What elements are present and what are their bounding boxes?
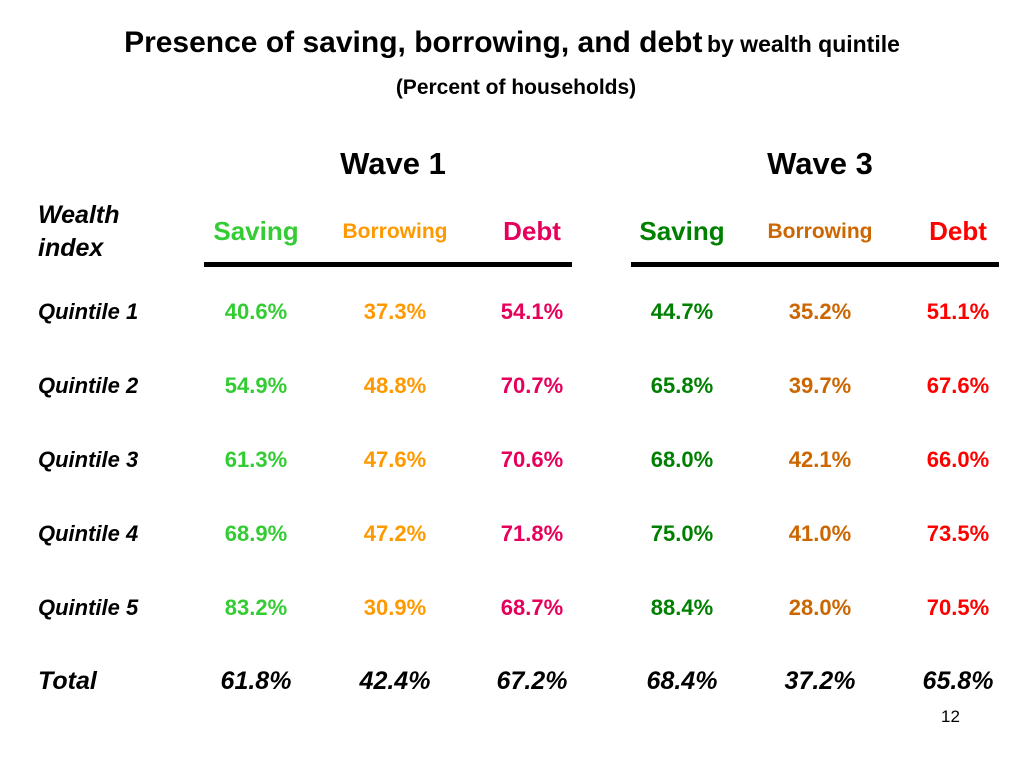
cell-q4-w1-borrowing: 47.2% xyxy=(363,521,427,546)
col-header-w1-debt: Debt xyxy=(503,216,561,246)
row-label-quintile-3: Quintile 3 xyxy=(38,447,139,472)
row-label-quintile-2: Quintile 2 xyxy=(38,373,139,398)
row-header: Wealth index xyxy=(38,199,120,265)
slide-subtitle: (Percent of households) xyxy=(395,76,637,99)
cell-q1-w3-borrowing: 35.2% xyxy=(788,299,852,324)
cell-q3-w3-borrowing: 42.1% xyxy=(788,447,852,472)
col-header-w3-saving: Saving xyxy=(639,216,725,246)
cell-q2-w3-saving: 65.8% xyxy=(650,373,714,398)
cell-q4-w1-debt: 71.8% xyxy=(500,521,564,546)
row-label-quintile-4: Quintile 4 xyxy=(38,521,139,546)
cell-q3-w1-saving: 61.3% xyxy=(224,447,288,472)
wave-1-rule xyxy=(204,262,572,267)
cell-q4-w3-debt: 73.5% xyxy=(926,521,990,546)
cell-q1-w1-debt: 54.1% xyxy=(500,299,564,324)
cell-q2-w3-debt: 67.6% xyxy=(926,373,990,398)
cell-total-w3-borrowing: 37.2% xyxy=(784,667,856,695)
cell-q4-w1-saving: 68.9% xyxy=(224,521,288,546)
cell-total-w1-debt: 67.2% xyxy=(496,667,568,695)
cell-q5-w3-borrowing: 28.0% xyxy=(788,595,852,620)
cell-q1-w1-borrowing: 37.3% xyxy=(363,299,427,324)
wave-3-rule xyxy=(631,262,999,267)
cell-total-w3-saving: 68.4% xyxy=(646,667,718,695)
cell-q1-w3-debt: 51.1% xyxy=(926,299,990,324)
row-label-quintile-1: Quintile 1 xyxy=(38,299,139,324)
cell-q3-w1-debt: 70.6% xyxy=(500,447,564,472)
wave-3-header: Wave 3 xyxy=(767,146,873,181)
cell-q1-w1-saving: 40.6% xyxy=(224,299,288,324)
cell-q5-w1-debt: 68.7% xyxy=(500,595,564,620)
col-header-w3-borrowing: Borrowing xyxy=(767,220,873,243)
row-label-quintile-5: Quintile 5 xyxy=(38,595,139,620)
title-main: Presence of saving, borrowing, and debt xyxy=(124,26,703,59)
slide-title: Presence of saving, borrowing, and debt … xyxy=(0,26,1024,60)
cell-q4-w3-saving: 75.0% xyxy=(650,521,714,546)
title-suffix: by wealth quintile xyxy=(706,31,900,57)
cell-q2-w1-saving: 54.9% xyxy=(224,373,288,398)
col-header-w1-borrowing: Borrowing xyxy=(342,220,448,243)
cell-q4-w3-borrowing: 41.0% xyxy=(788,521,852,546)
cell-q3-w3-saving: 68.0% xyxy=(650,447,714,472)
col-header-w3-debt: Debt xyxy=(929,216,987,246)
row-label-total: Total xyxy=(38,667,97,695)
cell-q2-w1-borrowing: 48.8% xyxy=(363,373,427,398)
cell-total-w1-saving: 61.8% xyxy=(220,667,292,695)
cell-q2-w1-debt: 70.7% xyxy=(500,373,564,398)
cell-total-w1-borrowing: 42.4% xyxy=(359,667,431,695)
cell-q5-w1-saving: 83.2% xyxy=(224,595,288,620)
cell-q5-w3-debt: 70.5% xyxy=(926,595,990,620)
cell-q5-w1-borrowing: 30.9% xyxy=(363,595,427,620)
cell-q3-w3-debt: 66.0% xyxy=(926,447,990,472)
cell-q5-w3-saving: 88.4% xyxy=(650,595,714,620)
cell-q1-w3-saving: 44.7% xyxy=(650,299,714,324)
wave-1-header: Wave 1 xyxy=(340,146,446,181)
cell-q2-w3-borrowing: 39.7% xyxy=(788,373,852,398)
col-header-w1-saving: Saving xyxy=(213,216,299,246)
row-header-line-2: index xyxy=(38,234,104,262)
row-header-line-1: Wealth xyxy=(38,201,120,229)
cell-total-w3-debt: 65.8% xyxy=(922,667,994,695)
cell-q3-w1-borrowing: 47.6% xyxy=(363,447,427,472)
page-number: 12 xyxy=(941,707,960,726)
